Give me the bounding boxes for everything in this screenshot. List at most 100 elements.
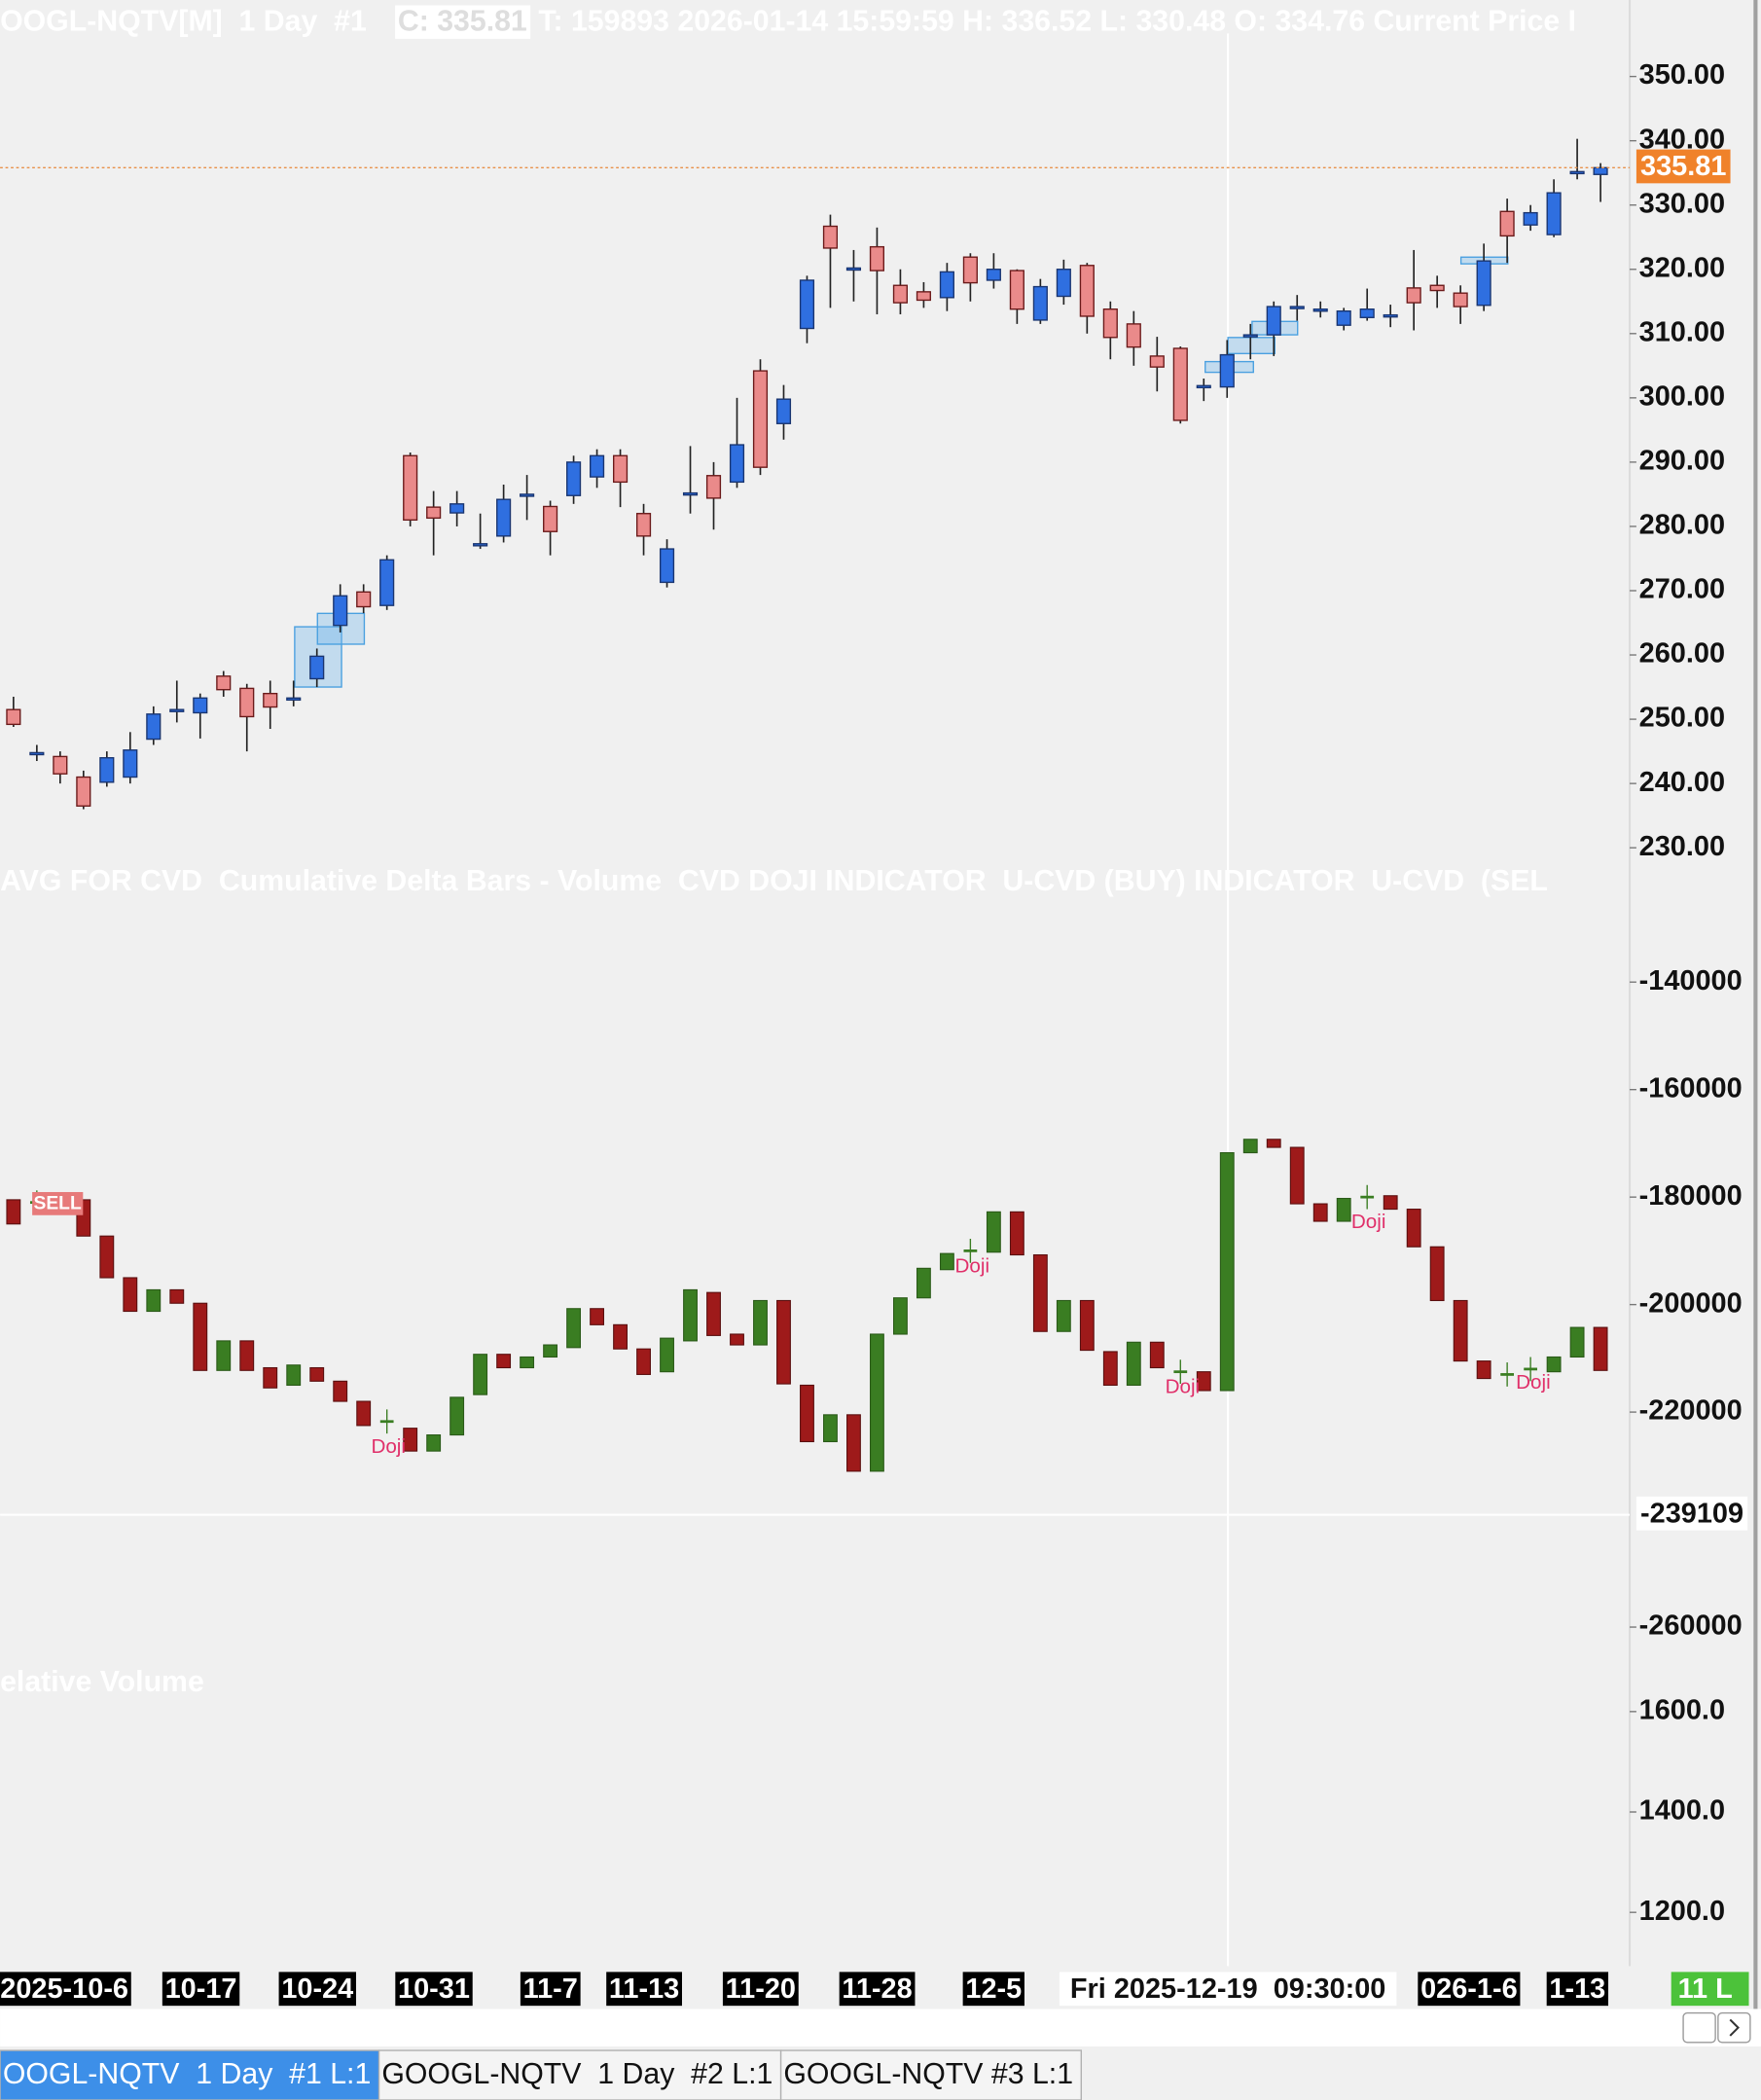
cvd-bar — [1219, 1152, 1235, 1392]
cvd-bar — [1593, 1326, 1608, 1371]
y-tick-label: 260.00 — [1639, 638, 1725, 670]
candle-body — [333, 595, 348, 627]
cvd-bar — [660, 1337, 674, 1373]
x-axis-label-box — [395, 1972, 473, 2007]
scroll-right[interactable] — [1717, 2011, 1751, 2044]
cvd-bar — [1312, 1203, 1328, 1222]
cvd-bar — [239, 1340, 255, 1371]
y-tick-label: 1200.0 — [1639, 1896, 1725, 1927]
cvd-bar — [426, 1434, 442, 1452]
tab-label[interactable]: GOOGL-NQTV #3 L:1 — [783, 2058, 1073, 2090]
cvd-current-label: -239109 — [1640, 1498, 1743, 1529]
x-axis-label-box — [162, 1972, 240, 2007]
scrollbar[interactable] — [0, 2009, 1761, 2046]
candle-body — [1289, 306, 1305, 309]
doji-label: Doji — [1351, 1211, 1386, 1233]
cvd-bar — [1429, 1246, 1445, 1302]
candle-body — [845, 267, 862, 272]
cvd-bar — [543, 1344, 558, 1358]
cvd-bar — [473, 1354, 488, 1395]
x-axis-label: 11-7 — [523, 1973, 578, 2005]
candle-body — [962, 256, 978, 284]
candle-body — [892, 284, 908, 304]
candle-body — [169, 708, 185, 712]
y-tick-label: 230.00 — [1639, 831, 1725, 862]
cvd-bar — [1266, 1139, 1281, 1148]
candle-body — [775, 398, 792, 424]
cvd-bar — [939, 1252, 954, 1271]
cvd-bar — [1079, 1299, 1095, 1352]
doji-label: Doji — [1516, 1371, 1551, 1394]
candle-body — [1242, 334, 1258, 338]
cvd-bar — [6, 1199, 21, 1225]
candle-body — [612, 454, 629, 484]
tab-label[interactable]: GOOGL-NQTV 1 Day #2 L:1 — [381, 2058, 773, 2090]
candle-body — [146, 713, 162, 741]
scroll-left[interactable] — [1682, 2011, 1716, 2044]
candle-body — [1219, 353, 1235, 388]
cvd-bar — [1336, 1197, 1351, 1222]
cvd-bar — [286, 1364, 302, 1387]
cvd-bar — [800, 1384, 814, 1443]
y-tick-label: 290.00 — [1639, 446, 1725, 477]
y-tick-label: 250.00 — [1639, 703, 1725, 734]
tab-label[interactable]: OOGL-NQTV 1 Day #1 L:1 — [3, 2058, 371, 2090]
candle-body — [705, 475, 722, 499]
candle-body — [449, 503, 465, 514]
candle-body — [1312, 308, 1328, 312]
y-tick-label: -200000 — [1639, 1287, 1743, 1319]
candle-body — [6, 708, 21, 726]
sell-signal-box — [32, 1191, 84, 1215]
zone-boxes — [294, 256, 1509, 688]
cvd-title: AVG FOR CVD Cumulative Delta Bars - Volu… — [0, 865, 1548, 897]
x-axis-label: 10-24 — [281, 1973, 353, 2005]
candle-body — [1336, 309, 1351, 326]
cvd-bar — [590, 1308, 605, 1325]
y-tick-label: 280.00 — [1639, 510, 1725, 541]
candle-body — [590, 454, 605, 478]
cvd-bar — [916, 1267, 931, 1299]
scroll-arrow — [1729, 2018, 1740, 2037]
candle-body — [1359, 308, 1375, 318]
tab-label-box[interactable] — [779, 2049, 1083, 2100]
status-box: 11 L — [1678, 1973, 1733, 2005]
candle-body — [426, 506, 442, 520]
candle-body — [216, 675, 232, 691]
x-axis-label-box — [1546, 1972, 1609, 2007]
y-tick-label: -180000 — [1639, 1180, 1743, 1212]
x-axis-label: 1-13 — [1549, 1973, 1605, 2005]
candle-body — [1126, 323, 1141, 348]
cvd-bar — [706, 1291, 721, 1336]
y-tick-label: -260000 — [1639, 1611, 1743, 1642]
cvd-bar — [169, 1288, 185, 1304]
cvd-bar — [1196, 1371, 1211, 1392]
doji-label: Doji — [371, 1435, 406, 1458]
candle-body — [659, 548, 675, 584]
x-axis-label: 12-5 — [965, 1973, 1022, 2005]
current-price-label-box — [1635, 149, 1731, 184]
candle-body — [869, 245, 885, 272]
y-tick-label: -220000 — [1639, 1395, 1743, 1427]
candle-body — [76, 776, 91, 807]
cvd-bar — [1383, 1195, 1398, 1211]
y-tick-label: 310.00 — [1639, 316, 1725, 347]
cvd-bar — [1453, 1299, 1468, 1362]
candle-body — [543, 505, 558, 532]
candle-body — [286, 697, 302, 702]
crosshair-time: Fri 2025-12-19 09:30:00 — [1070, 1973, 1385, 2005]
candle-body — [1102, 308, 1118, 339]
candle-body — [496, 498, 512, 537]
tab-label-box[interactable] — [377, 2049, 782, 2100]
cvd-bar — [403, 1428, 418, 1452]
cvd-bar — [520, 1356, 535, 1369]
candle-body — [99, 757, 115, 783]
y-tick-label: 1400.0 — [1639, 1795, 1725, 1827]
candle-body — [263, 692, 278, 708]
candle-body — [29, 751, 45, 756]
cvd-bar — [449, 1396, 465, 1436]
tab-label-box[interactable] — [0, 2049, 380, 2100]
x-axis-label: 10-17 — [165, 1973, 237, 2005]
sell-signal: SELL — [34, 1193, 82, 1213]
cvd-bar — [1242, 1139, 1258, 1154]
